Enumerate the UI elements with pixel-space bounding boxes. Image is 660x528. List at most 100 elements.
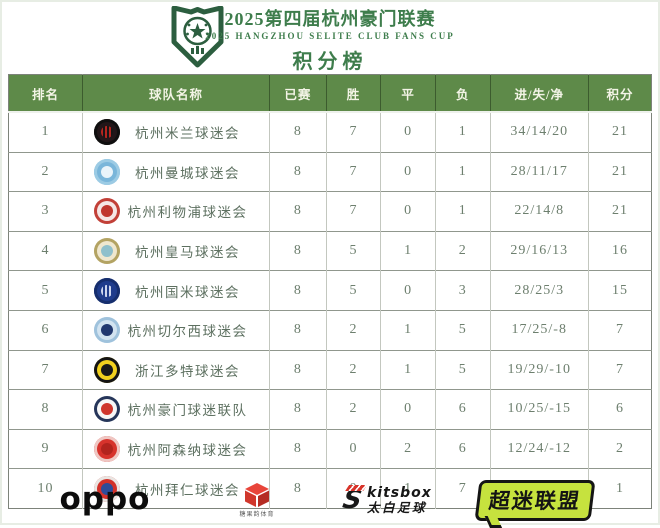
- goals-cell: 19/29/-10: [489, 349, 589, 390]
- kitsbox-s-icon: S: [340, 485, 365, 515]
- played-cell: 8: [269, 389, 327, 430]
- played-cell: 8: [269, 191, 327, 232]
- team-name: 杭州利物浦球迷会: [127, 205, 248, 221]
- team-name: 浙江多特球迷会: [135, 363, 240, 379]
- tournament-title: 2025第四届杭州豪门联赛: [224, 9, 436, 29]
- table-header-row: 排名 球队名称 已赛 胜 平 负 进/失/净 积分: [8, 74, 652, 112]
- played-cell: 8: [269, 230, 327, 271]
- team-name: 杭州豪门球迷联队: [127, 403, 248, 419]
- dortmund-crest-icon: [93, 356, 120, 383]
- ac-milan-crest-icon: [93, 119, 120, 146]
- drawn-cell: 1: [380, 230, 436, 271]
- points-cell: 6: [587, 389, 652, 430]
- won-cell: 7: [325, 110, 381, 153]
- drawn-cell: 0: [380, 110, 436, 153]
- chelsea-crest-icon: [93, 317, 120, 344]
- rank-cell: 10: [8, 468, 83, 509]
- column-played: 已赛: [269, 74, 327, 112]
- team-name: 杭州切尔西球迷会: [127, 324, 248, 340]
- table-row: 6 杭州切尔西球迷会 8 2 1 5 17/25/-8 7: [8, 309, 652, 351]
- points-cell: 21: [587, 151, 652, 192]
- won-cell: 5: [325, 270, 381, 311]
- liverpool-crest-icon: [93, 198, 120, 225]
- played-cell: 8: [269, 110, 327, 153]
- goals-cell: 17/25/-8: [489, 309, 589, 351]
- inter-milan-crest-icon: [93, 277, 120, 304]
- played-cell: 8: [269, 309, 327, 351]
- lost-cell: 1: [434, 151, 491, 192]
- drawn-cell: 1: [380, 468, 436, 509]
- oppo-logo: oppo: [59, 481, 151, 517]
- played-cell: 8: [269, 270, 327, 311]
- chaomi-league-logo: 超迷联盟: [465, 479, 605, 521]
- played-cell: 8: [269, 468, 327, 509]
- red-cube-icon: [245, 483, 269, 507]
- table-row: 5 杭州国米球迷会 8 5 0 3 28/25/3 15: [8, 270, 652, 311]
- rank-cell: 7: [8, 349, 83, 390]
- team-name: 杭州曼城球迷会: [135, 165, 240, 181]
- rank-cell: 4: [8, 230, 83, 271]
- points-cell: 7: [587, 349, 652, 390]
- points-cell: 2: [587, 428, 652, 469]
- arsenal-crest-icon: [93, 436, 120, 463]
- won-cell: 2: [325, 309, 381, 351]
- lost-cell: 1: [434, 191, 491, 232]
- lost-cell: 1: [434, 110, 491, 153]
- goals-cell: 28/11/17: [489, 151, 589, 192]
- goals-cell: 29/16/13: [489, 230, 589, 271]
- rank-cell: 3: [8, 191, 83, 232]
- goals-cell: 34/14/20: [489, 110, 589, 153]
- played-cell: 8: [269, 428, 327, 469]
- column-won: 胜: [325, 74, 381, 112]
- table-row: 1 杭州米兰球迷会 8 7 0 1 34/14/20 21: [8, 110, 652, 153]
- rank-cell: 6: [8, 309, 83, 351]
- sponsor-footer: oppo 糖果韵体育 S kitsbox 太白足球 超迷联盟: [0, 474, 660, 525]
- cube-sponsor-label: 糖果韵体育: [239, 512, 275, 518]
- points-cell: 15: [587, 270, 652, 311]
- kitsbox-logo: S kitsbox 太白足球: [325, 480, 450, 520]
- rank-cell: 1: [8, 110, 83, 153]
- lost-cell: 3: [434, 270, 491, 311]
- table-row: 2 杭州曼城球迷会 8 7 0 1 28/11/17 21: [8, 151, 652, 192]
- team-name: 杭州米兰球迷会: [135, 126, 240, 142]
- kitsbox-wordmark: kitsbox: [366, 484, 432, 501]
- tournament-subtitle: 2025 HANGZHOU SELITE CLUB FANS CUP: [205, 31, 455, 41]
- goals-cell: 10/25/-15: [489, 389, 589, 430]
- bayern-crest-icon: [93, 475, 120, 502]
- team-name: 杭州国米球迷会: [135, 284, 240, 300]
- points-cell: 21: [587, 110, 652, 153]
- rank-cell: 9: [8, 428, 83, 469]
- table-row: 3 杭州利物浦球迷会 8 7 0 1 22/14/8 21: [8, 191, 652, 232]
- won-cell: 7: [325, 191, 381, 232]
- table-row: 9 杭州阿森纳球迷会 8 0 2 6 12/24/-12 2: [8, 428, 652, 469]
- table-row: 7 浙江多特球迷会 8 2 1 5 19/29/-10 7: [8, 349, 652, 390]
- cube-sponsor-logo: 糖果韵体育: [222, 477, 292, 523]
- rank-cell: 2: [8, 151, 83, 192]
- drawn-cell: 2: [380, 428, 436, 469]
- real-madrid-crest-icon: [93, 238, 120, 265]
- drawn-cell: 0: [380, 151, 436, 192]
- won-cell: 0: [325, 428, 381, 469]
- team-name: 杭州拜仁球迷会: [135, 482, 240, 498]
- points-cell: 21: [587, 191, 652, 232]
- played-cell: 8: [269, 349, 327, 390]
- team-name: 杭州皇马球迷会: [135, 245, 240, 261]
- points-cell: 16: [587, 230, 652, 271]
- chaomi-badge: 超迷联盟: [474, 479, 596, 521]
- column-team: 球队名称: [81, 74, 270, 112]
- haomen-united-crest-icon: [93, 396, 120, 423]
- column-goals: 进/失/净: [489, 74, 589, 112]
- drawn-cell: 1: [380, 309, 436, 351]
- column-rank: 排名: [8, 74, 83, 112]
- won-cell: 2: [325, 389, 381, 430]
- lost-cell: 5: [434, 309, 491, 351]
- rank-cell: 5: [8, 270, 83, 311]
- won-cell: 2: [325, 349, 381, 390]
- standings-table: 排名 球队名称 已赛 胜 平 负 进/失/净 积分 1 杭州米兰球迷会 8 7 …: [8, 74, 652, 509]
- rank-cell: 8: [8, 389, 83, 430]
- team-name: 杭州阿森纳球迷会: [127, 443, 248, 459]
- column-drawn: 平: [380, 74, 436, 112]
- drawn-cell: 0: [380, 191, 436, 232]
- won-cell: 5: [325, 230, 381, 271]
- column-lost: 负: [434, 74, 491, 112]
